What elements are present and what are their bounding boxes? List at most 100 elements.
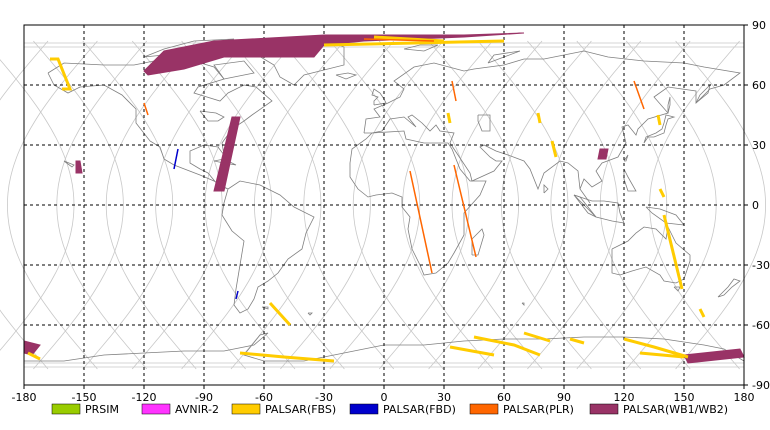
- x-tick-label: -30: [315, 391, 333, 404]
- swath-fbs-antarctic-5: [569, 337, 585, 345]
- legend-item: PALSAR(PLR): [469, 403, 574, 416]
- japan-outline: [643, 114, 676, 144]
- legend-item: AVNIR-2: [141, 403, 219, 416]
- orbit-track: [550, 40, 642, 370]
- x-tick-label: -150: [72, 391, 97, 404]
- legend-item: PALSAR(FBS): [231, 403, 336, 416]
- swath-fbs-russia: [446, 112, 452, 124]
- x-axis-ticks: -180 -150 -120 -90 -60 -30 0 30 60 90 120 150 180: [12, 385, 755, 404]
- orbit-track: [155, 40, 246, 370]
- eurasia-outline: [363, 50, 741, 204]
- legend-swatch: [231, 403, 261, 415]
- x-tick-label: -120: [132, 391, 157, 404]
- x-tick-label: -60: [255, 391, 273, 404]
- orbit-track: [0, 40, 49, 370]
- south-georgia-outline: [307, 312, 313, 316]
- swath-fbd-chile: [235, 290, 239, 300]
- legend-item: PALSAR(FBD): [349, 403, 456, 416]
- orbit-track: [105, 40, 197, 370]
- orbit-track: [527, 40, 618, 370]
- south-america-outline: [221, 180, 315, 314]
- swath-fbs-antarctic-2: [449, 345, 495, 357]
- swath-plr-arabia: [451, 80, 457, 102]
- kerguelen-outline: [521, 302, 525, 306]
- legend-swatch: [141, 403, 171, 415]
- x-tick-label: 30: [437, 391, 451, 404]
- swath-fbs-antarctic-6: [623, 337, 689, 359]
- iceland-outline: [335, 72, 358, 80]
- tasmania-outline: [673, 286, 681, 292]
- legend-swatch: [469, 403, 499, 415]
- swath-fbs-new-zealand: [698, 308, 706, 318]
- x-tick-label: 150: [674, 391, 695, 404]
- swath-fbs-kazakhstan: [656, 114, 662, 126]
- legend-label: AVNIR-2: [175, 403, 219, 416]
- swath-plr-arctic: [363, 38, 435, 42]
- swath-wb-hawaii: [75, 160, 83, 174]
- taiwan-outline: [623, 154, 629, 162]
- legend-item: PALSAR(WB1/WB2): [589, 403, 728, 416]
- orbit-track: [352, 40, 444, 370]
- orbit-track: [500, 40, 592, 370]
- x-tick-label: -180: [12, 391, 37, 404]
- swath-wb-china: [597, 148, 609, 160]
- swath-fbs-mongolia: [536, 112, 542, 124]
- swath-plr-siberia: [633, 80, 645, 110]
- falklands-outline: [261, 306, 269, 310]
- baffin-outline: [213, 60, 255, 80]
- swath-fbd-mexico: [173, 148, 179, 170]
- swath-fbs-antarctic-8: [27, 351, 41, 361]
- svalbard-outline: [403, 44, 439, 52]
- y-tick-label: -30: [752, 259, 770, 272]
- legend-label: PALSAR(WB1/WB2): [623, 403, 728, 416]
- swath-fbs-png: [658, 188, 666, 198]
- sumatra-outline: [573, 194, 597, 218]
- y-tick-label: 0: [752, 199, 759, 212]
- swath-fbs-antarctic-3: [473, 335, 541, 357]
- x-tick-label: -90: [195, 391, 213, 404]
- y-tick-label: 90: [752, 19, 766, 32]
- acquisition-swaths: [23, 32, 745, 364]
- y-tick-label: 30: [752, 139, 766, 152]
- sri-lanka-outline: [543, 184, 549, 194]
- swath-plr-africa-2: [453, 164, 477, 258]
- y-tick-label: 60: [752, 79, 766, 92]
- swath-fbs-australia: [662, 214, 684, 290]
- lat-lon-grid: [24, 25, 744, 385]
- legend-label: PALSAR(FBS): [265, 403, 336, 416]
- swath-wb-arctic-canada: [143, 32, 525, 76]
- orbit-track: [33, 40, 124, 370]
- y-axis-ticks: 90 60 30 0 -30 -60 -90: [744, 19, 770, 392]
- y-tick-label: -60: [752, 319, 770, 332]
- hawaii-outline: [63, 160, 75, 168]
- indonesia-outline: [573, 194, 625, 224]
- new-zealand-outline: [717, 278, 741, 298]
- orbit-track: [6, 40, 98, 370]
- orbit-track: [303, 40, 395, 370]
- y-tick-label: -90: [752, 379, 770, 392]
- x-tick-label: 90: [557, 391, 571, 404]
- swath-fbs-india: [550, 140, 558, 158]
- legend-label: PALSAR(FBD): [383, 403, 456, 416]
- x-tick-label: 60: [497, 391, 511, 404]
- swath-fbs-arctic-2: [323, 39, 505, 47]
- x-tick-label: 0: [381, 391, 388, 404]
- novaya-zemlya-outline: [487, 50, 521, 64]
- x-tick-label: 180: [734, 391, 755, 404]
- swath-fbs-antarctic-1: [239, 351, 335, 363]
- x-tick-label: 120: [614, 391, 635, 404]
- british-isles-outline: [371, 88, 387, 106]
- legend-swatch: [51, 403, 81, 415]
- australia-outline: [611, 225, 691, 284]
- swath-fbs-antarctic-4: [523, 331, 551, 343]
- caspian-outline: [477, 114, 491, 132]
- swath-plr-mexico: [143, 102, 149, 116]
- swath-fbs-antarctic-7: [639, 351, 685, 359]
- swath-fbs-patagonia: [268, 301, 292, 327]
- legend-label: PALSAR(PLR): [503, 403, 574, 416]
- africa-outline: [349, 130, 487, 276]
- sakhalin-outline: [667, 96, 671, 114]
- swath-fbs-alaska: [50, 57, 73, 91]
- legend-swatch: [349, 403, 379, 415]
